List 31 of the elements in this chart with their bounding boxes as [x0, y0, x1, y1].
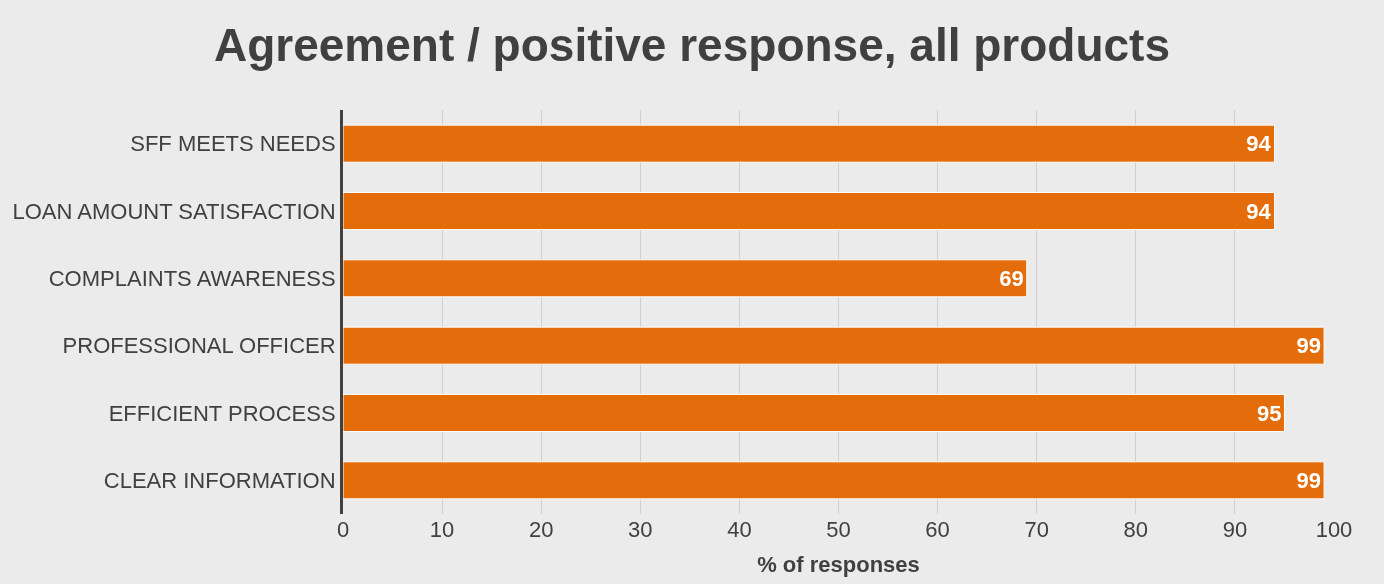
x-tick-label: 70: [1024, 517, 1049, 542]
chart-title: Agreement / positive response, all products: [213, 19, 1171, 72]
x-tick-label: 50: [826, 517, 851, 542]
y-tick-label: LOAN AMOUNT SATISFACTION: [12, 198, 336, 224]
bar: [343, 393, 1285, 433]
y-tick-label: PROFESSIONAL OFFICER: [62, 333, 336, 359]
bar: [343, 461, 1325, 500]
x-tick-label: 80: [1123, 517, 1149, 542]
data-label: 69: [999, 265, 1024, 291]
x-tick-label: 20: [528, 517, 554, 542]
x-tick-label: 90: [1222, 517, 1248, 542]
bar: [343, 191, 1276, 231]
x-tick-label: 0: [336, 517, 350, 542]
data-label: 94: [1246, 131, 1272, 157]
x-tick-label: 10: [429, 517, 455, 542]
y-tick-label: EFFICIENT PROCESS: [108, 400, 336, 426]
x-tick-label: 60: [925, 517, 950, 542]
y-tick-label: SFF MEETS NEEDS: [130, 131, 336, 157]
bar: [343, 259, 1028, 298]
y-tick-label: CLEAR INFORMATION: [103, 468, 336, 494]
x-tick-label: 40: [727, 517, 752, 542]
data-label: 94: [1246, 198, 1272, 224]
bar: [343, 124, 1276, 163]
data-label: 95: [1256, 400, 1282, 426]
x-axis-title: % of responses: [757, 551, 920, 577]
y-tick-label: COMPLAINTS AWARENESS: [48, 266, 336, 292]
x-tick-label: 100: [1315, 517, 1353, 542]
data-label: 99: [1296, 467, 1322, 493]
data-label: 99: [1296, 333, 1322, 359]
bar: [343, 326, 1325, 365]
x-tick-label: 30: [628, 517, 653, 542]
